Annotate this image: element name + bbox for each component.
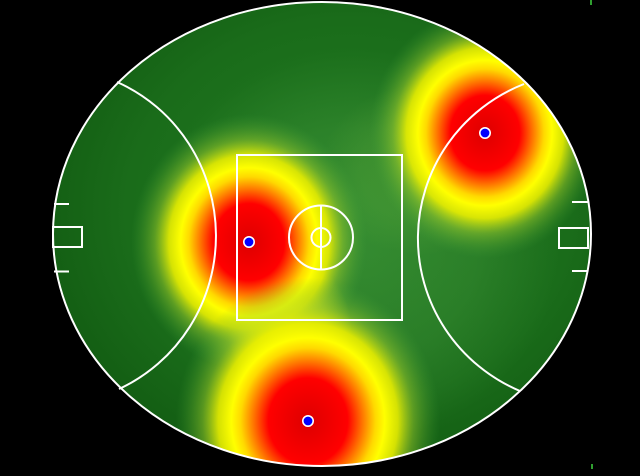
fifty-metre-arc-left — [116, 81, 217, 390]
data-points — [243, 127, 491, 427]
data-point-marker — [478, 127, 491, 140]
data-point-marker — [301, 414, 314, 427]
stray-ticks — [590, 0, 593, 469]
goal-square-right — [558, 227, 589, 249]
goal-square-left — [52, 226, 83, 248]
data-point-marker — [243, 236, 256, 249]
field-lines — [52, 1, 592, 467]
fifty-metre-arc-right — [416, 83, 525, 392]
center-square — [236, 154, 403, 321]
